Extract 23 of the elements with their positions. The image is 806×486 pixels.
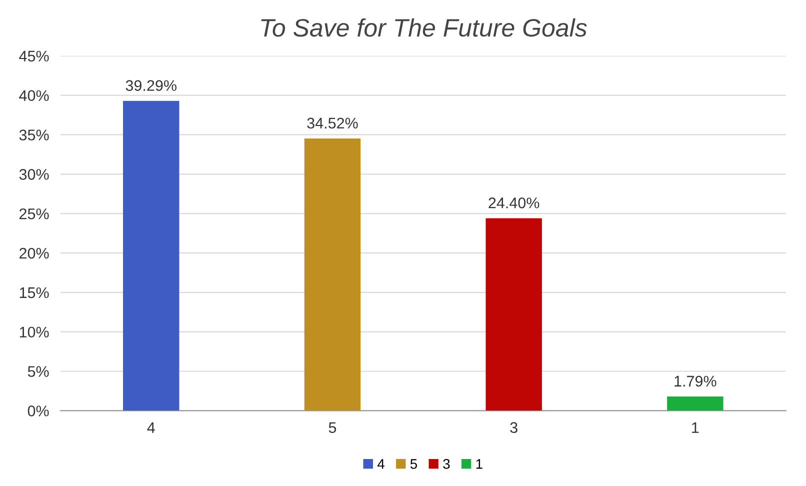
y-tick-label: 15% xyxy=(20,287,49,298)
x-tick-label: 3 xyxy=(510,422,518,434)
y-tick-label: 40% xyxy=(19,90,49,101)
chart-title: To Save for The Future Goals xyxy=(261,18,587,37)
data-label: 34.52% xyxy=(307,118,358,129)
y-tick-label: 35% xyxy=(19,130,49,140)
data-label: 39.29% xyxy=(126,80,176,91)
y-tick-label: 25% xyxy=(20,208,49,220)
data-label: 24.40% xyxy=(488,198,540,208)
x-tick-label: 4 xyxy=(147,422,155,433)
y-tick-label: 0% xyxy=(28,406,49,416)
y-tick-label: 10% xyxy=(20,326,49,338)
x-tick-label: 1 xyxy=(692,422,699,433)
y-tick-label: 45% xyxy=(19,50,49,62)
legend-label: 5 xyxy=(410,459,418,469)
legend-label: 4 xyxy=(377,459,384,469)
y-tick-label: 20% xyxy=(20,248,49,259)
data-label: 1.79% xyxy=(674,376,716,387)
legend-label: 3 xyxy=(443,459,450,469)
x-tick-label: 5 xyxy=(328,422,336,434)
y-tick-label: 5% xyxy=(28,366,49,377)
y-tick-label: 30% xyxy=(19,169,49,180)
legend-label: 1 xyxy=(476,459,482,469)
